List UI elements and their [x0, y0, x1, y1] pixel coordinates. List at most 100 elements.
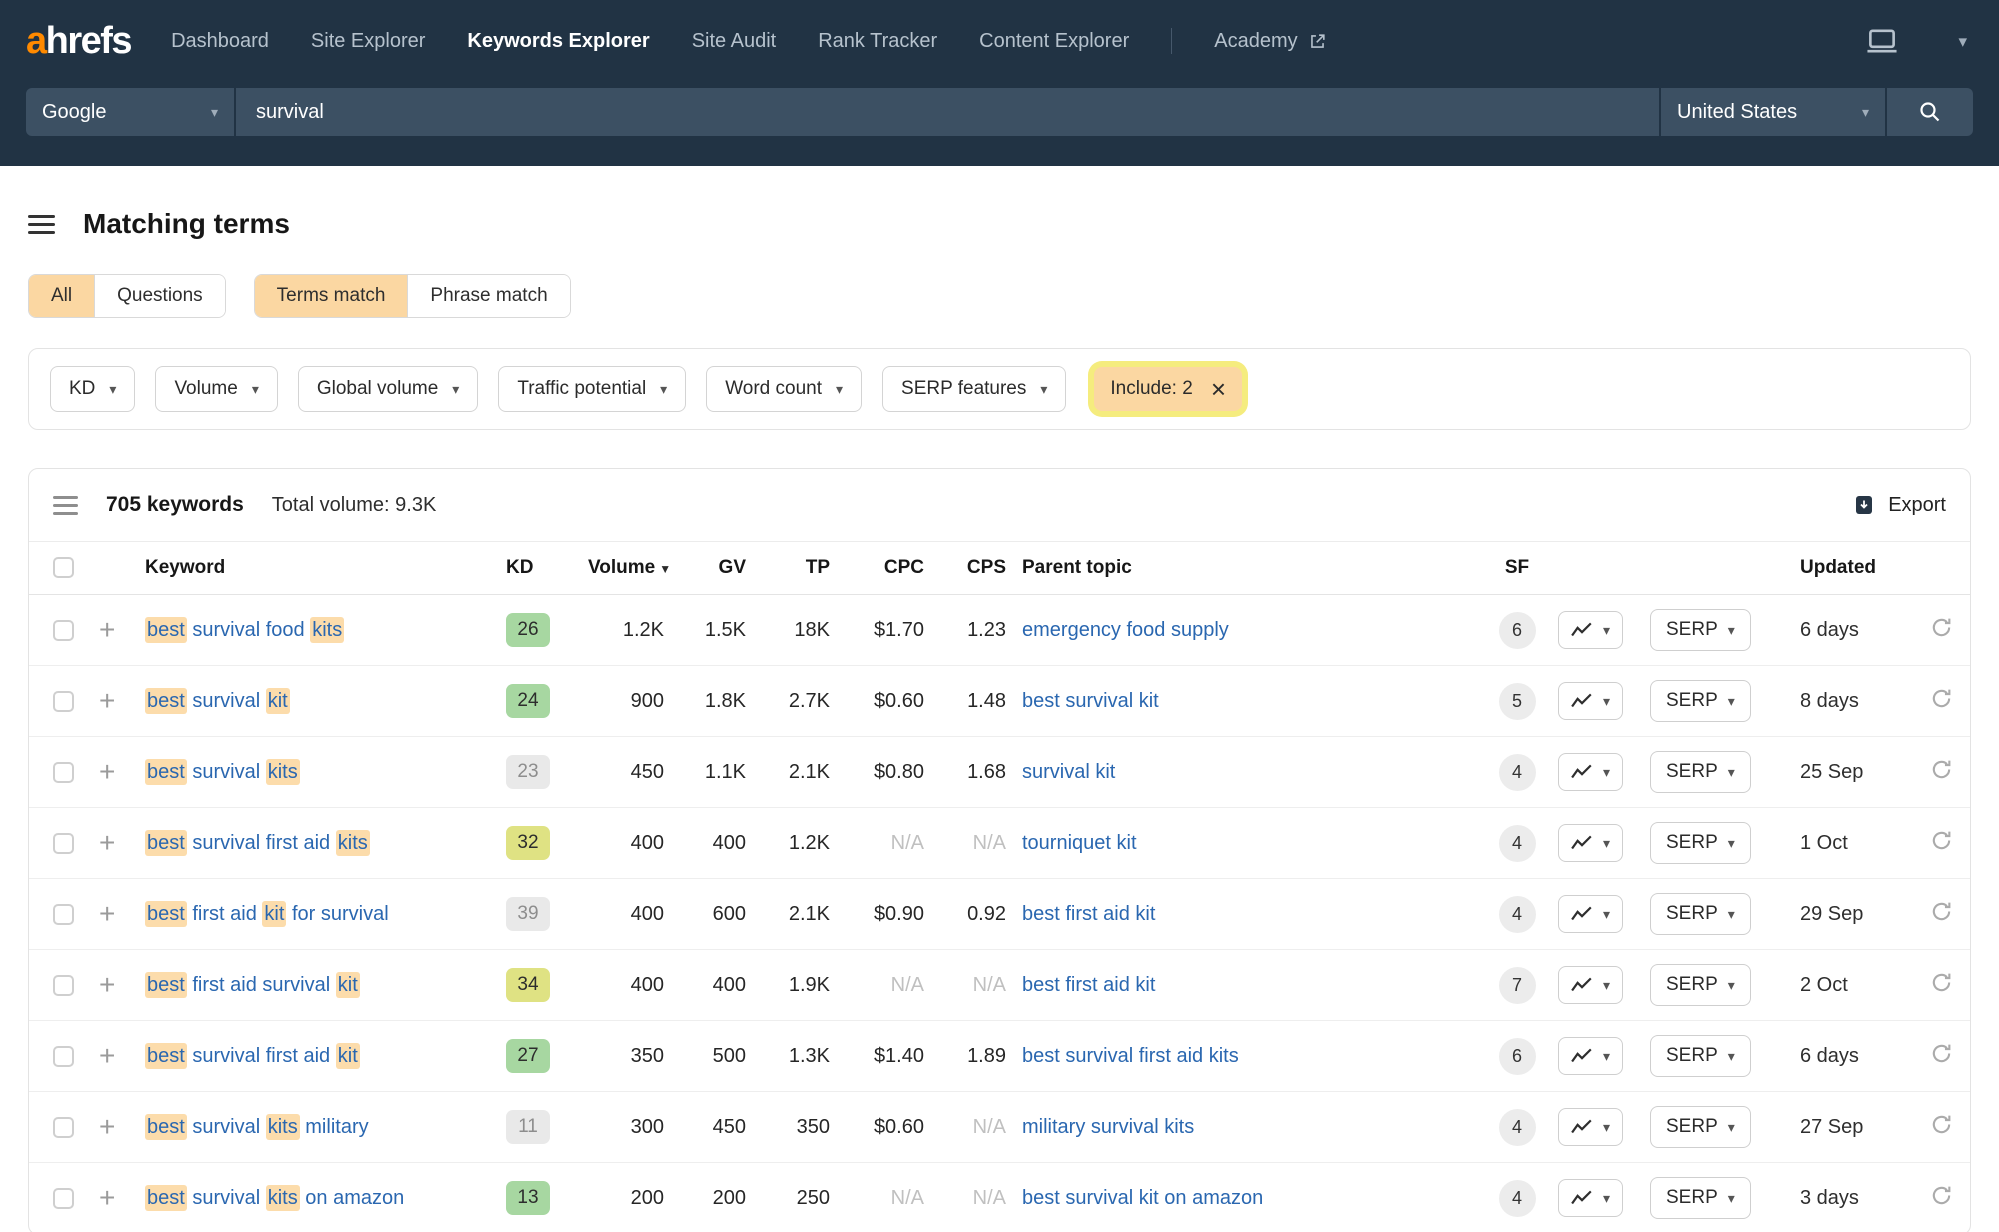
row-checkbox[interactable] — [53, 619, 74, 641]
parent-topic-link[interactable]: best survival kit on amazon — [1022, 1186, 1264, 1209]
parent-topic-link[interactable]: best first aid kit — [1022, 902, 1156, 925]
row-checkbox[interactable] — [53, 761, 74, 783]
refresh-icon[interactable] — [1930, 616, 1953, 645]
add-to-list-icon[interactable]: + — [99, 898, 116, 929]
filter-serp-features[interactable]: SERP features ▾ — [882, 366, 1067, 412]
toggle-terms-match[interactable]: Terms match — [254, 275, 408, 317]
position-history-button[interactable]: ▾ — [1558, 1037, 1624, 1075]
col-header-gv[interactable]: GV — [672, 541, 754, 595]
keyword-link[interactable]: best survival first aid kits — [145, 829, 370, 856]
include-filter-chip[interactable]: Include: 2 × — [1094, 367, 1242, 411]
nav-item-academy[interactable]: Academy — [1214, 30, 1326, 53]
refresh-icon[interactable] — [1930, 687, 1953, 716]
serp-button[interactable]: SERP ▾ — [1650, 964, 1751, 1006]
position-history-button[interactable]: ▾ — [1558, 1179, 1624, 1217]
row-checkbox[interactable] — [53, 903, 74, 925]
refresh-icon[interactable] — [1930, 1184, 1953, 1213]
col-header-keyword[interactable]: Keyword — [137, 541, 498, 595]
parent-topic-link[interactable]: best first aid kit — [1022, 973, 1156, 996]
row-checkbox[interactable] — [53, 1116, 74, 1138]
refresh-icon[interactable] — [1930, 971, 1953, 1000]
nav-item-keywords-explorer[interactable]: Keywords Explorer — [467, 29, 650, 52]
toggle-all[interactable]: All — [29, 275, 95, 317]
export-button[interactable]: Export — [1852, 493, 1946, 517]
position-history-button[interactable]: ▾ — [1558, 611, 1624, 649]
close-icon[interactable]: × — [1210, 373, 1226, 404]
serp-button[interactable]: SERP ▾ — [1650, 1035, 1751, 1077]
toggle-phrase-match[interactable]: Phrase match — [407, 275, 570, 317]
add-to-list-icon[interactable]: + — [99, 756, 116, 787]
row-checkbox[interactable] — [53, 1187, 74, 1209]
col-header-updated[interactable]: Updated — [1792, 541, 1912, 595]
refresh-icon[interactable] — [1930, 900, 1953, 929]
nav-item-dashboard[interactable]: Dashboard — [171, 29, 269, 52]
filter-volume[interactable]: Volume ▾ — [155, 366, 278, 412]
add-to-list-icon[interactable]: + — [99, 827, 116, 858]
add-to-list-icon[interactable]: + — [99, 969, 116, 1000]
keyword-link[interactable]: best first aid survival kit — [145, 971, 360, 998]
filter-kd[interactable]: KD ▾ — [50, 366, 136, 412]
keyword-link[interactable]: best survival kits on amazon — [145, 1184, 404, 1211]
header-dropdown-chevron-icon[interactable]: ▾ — [1958, 31, 1967, 51]
col-header-parent-topic[interactable]: Parent topic — [1014, 541, 1484, 595]
refresh-icon[interactable] — [1930, 1113, 1953, 1142]
col-header-volume[interactable]: Volume ▼ — [580, 541, 672, 595]
serp-button[interactable]: SERP ▾ — [1650, 609, 1751, 651]
refresh-icon[interactable] — [1930, 758, 1953, 787]
search-engine-select[interactable]: Google ▾ — [26, 88, 234, 136]
keyword-search-input[interactable] — [236, 88, 1659, 136]
row-checkbox[interactable] — [53, 1045, 74, 1067]
serp-button[interactable]: SERP ▾ — [1650, 822, 1751, 864]
serp-button[interactable]: SERP ▾ — [1650, 893, 1751, 935]
position-history-button[interactable]: ▾ — [1558, 753, 1624, 791]
col-header-cps[interactable]: CPS — [932, 541, 1014, 595]
position-history-button[interactable]: ▾ — [1558, 895, 1624, 933]
col-header-sf[interactable]: SF — [1484, 541, 1550, 595]
add-to-list-icon[interactable]: + — [99, 1182, 116, 1213]
keyword-link[interactable]: best survival food kits — [145, 616, 345, 643]
keyword-link[interactable]: best first aid kit for survival — [145, 900, 389, 927]
list-menu-icon[interactable] — [53, 495, 78, 515]
row-checkbox[interactable] — [53, 832, 74, 854]
filter-global-volume[interactable]: Global volume ▾ — [297, 366, 479, 412]
keyword-link[interactable]: best survival kit — [145, 687, 290, 714]
serp-button[interactable]: SERP ▾ — [1650, 1106, 1751, 1148]
parent-topic-link[interactable]: tourniquet kit — [1022, 831, 1137, 854]
serp-button[interactable]: SERP ▾ — [1650, 680, 1751, 722]
add-to-list-icon[interactable]: + — [99, 1111, 116, 1142]
nav-item-site-explorer[interactable]: Site Explorer — [310, 29, 426, 52]
position-history-button[interactable]: ▾ — [1558, 966, 1624, 1004]
nav-item-content-explorer[interactable]: Content Explorer — [979, 29, 1130, 52]
parent-topic-link[interactable]: best survival first aid kits — [1022, 1044, 1239, 1067]
position-history-button[interactable]: ▾ — [1558, 682, 1624, 720]
laptop-icon[interactable] — [1864, 25, 1900, 57]
filter-traffic-potential[interactable]: Traffic potential ▾ — [498, 366, 687, 412]
keyword-link[interactable]: best survival kits military — [145, 1113, 369, 1140]
add-to-list-icon[interactable]: + — [99, 614, 116, 645]
row-checkbox[interactable] — [53, 974, 74, 996]
keyword-link[interactable]: best survival first aid kit — [145, 1042, 360, 1069]
add-to-list-icon[interactable]: + — [99, 1040, 116, 1071]
parent-topic-link[interactable]: military survival kits — [1022, 1115, 1195, 1138]
row-checkbox[interactable] — [53, 690, 74, 712]
refresh-icon[interactable] — [1930, 1042, 1953, 1071]
col-header-kd[interactable]: KD — [498, 541, 580, 595]
filter-word-count[interactable]: Word count ▾ — [706, 366, 863, 412]
refresh-icon[interactable] — [1930, 829, 1953, 858]
toggle-questions[interactable]: Questions — [94, 275, 225, 317]
nav-item-site-audit[interactable]: Site Audit — [691, 29, 777, 52]
parent-topic-link[interactable]: survival kit — [1022, 760, 1116, 783]
nav-item-rank-tracker[interactable]: Rank Tracker — [818, 29, 938, 52]
keyword-link[interactable]: best survival kits — [145, 758, 300, 785]
parent-topic-link[interactable]: emergency food supply — [1022, 618, 1229, 641]
col-header-tp[interactable]: TP — [754, 541, 838, 595]
serp-button[interactable]: SERP ▾ — [1650, 1177, 1751, 1219]
country-select[interactable]: United States ▾ — [1661, 88, 1885, 136]
position-history-button[interactable]: ▾ — [1558, 824, 1624, 862]
parent-topic-link[interactable]: best survival kit — [1022, 689, 1159, 712]
col-header-cpc[interactable]: CPC — [838, 541, 932, 595]
search-button[interactable] — [1887, 88, 1973, 136]
serp-button[interactable]: SERP ▾ — [1650, 751, 1751, 793]
reports-menu-icon[interactable] — [28, 214, 55, 234]
ahrefs-logo[interactable]: ahrefs — [26, 20, 133, 63]
